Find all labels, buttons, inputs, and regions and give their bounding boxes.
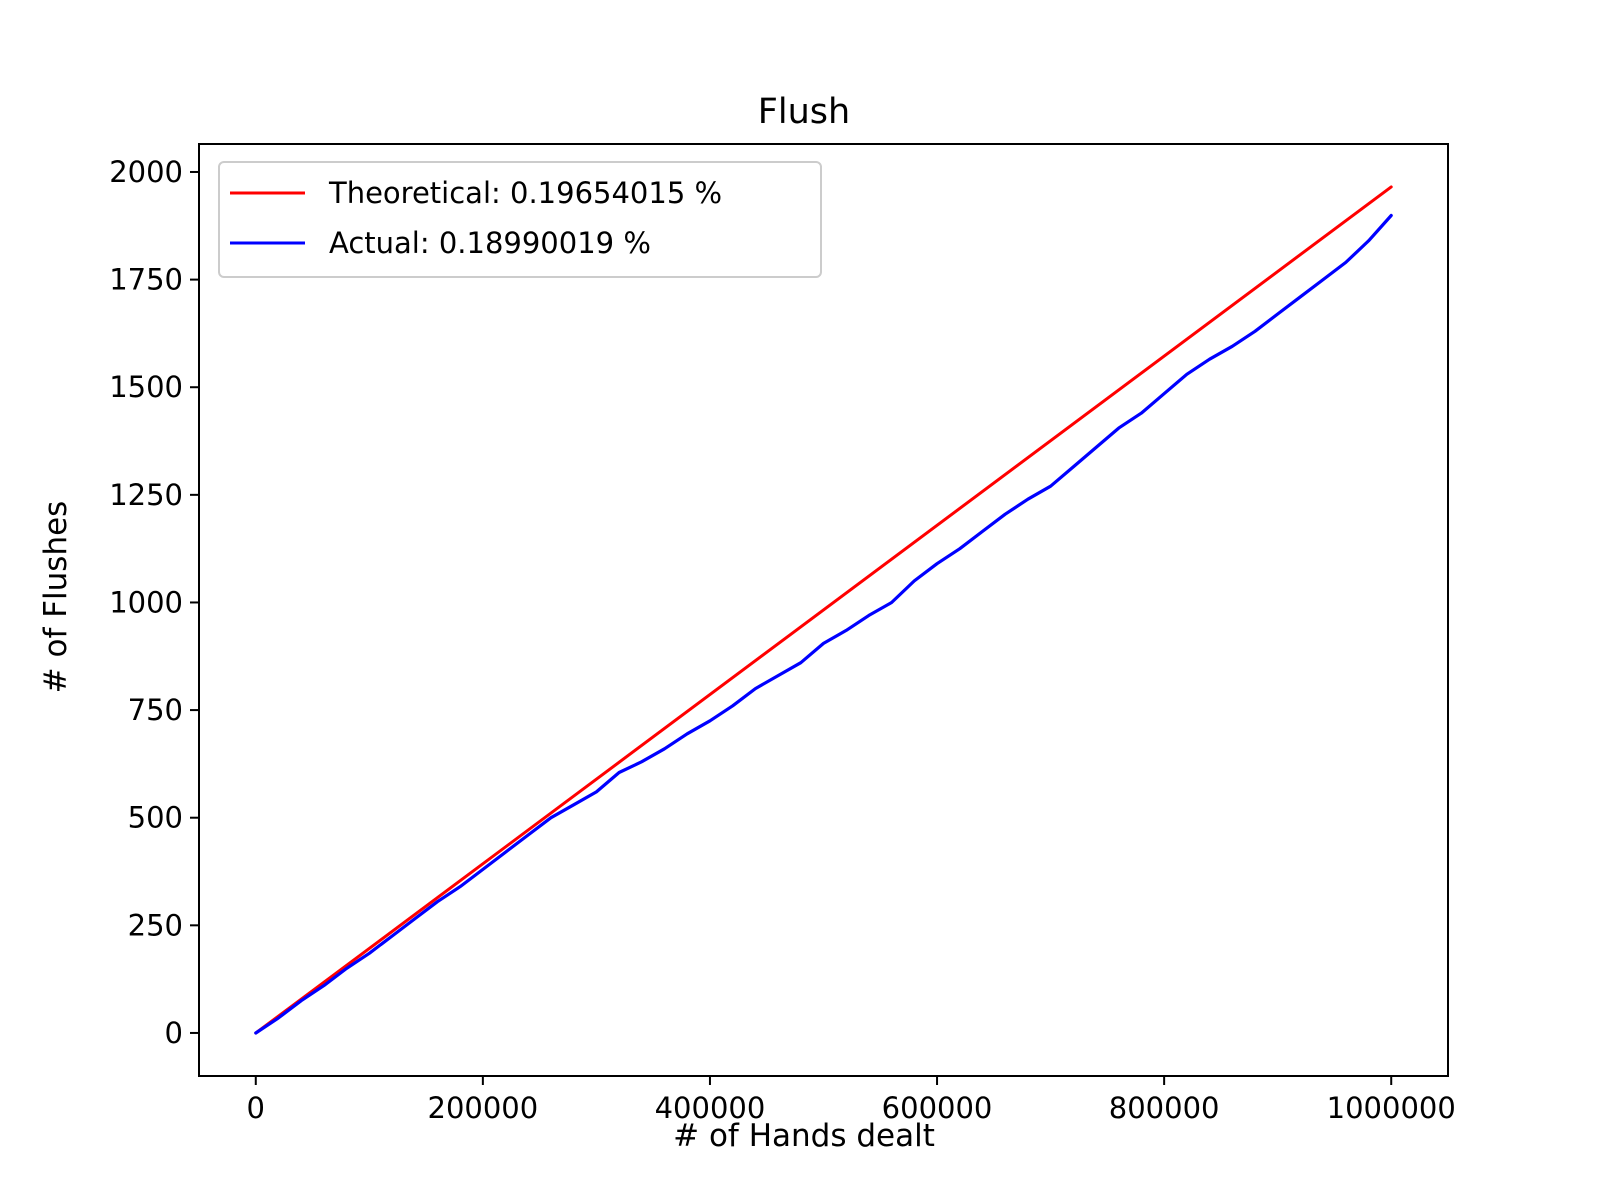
y-tick-label: 1750	[109, 263, 183, 297]
y-tick-label: 1250	[109, 478, 183, 512]
plot-frame	[198, 143, 1449, 1077]
series-line-actual	[254, 213, 1393, 1035]
chart-title: Flush	[758, 92, 850, 132]
y-axis-title: # of Flushes	[38, 501, 74, 694]
x-tick-label: 400000	[655, 1091, 766, 1125]
x-tick-label: 200000	[428, 1091, 539, 1125]
x-axis: 0 200000 400000 600000 800000 1000000	[247, 1076, 1456, 1125]
series-line-theoretical	[254, 185, 1393, 1035]
y-tick-label: 250	[128, 908, 183, 942]
y-tick-label: 1500	[109, 370, 183, 404]
x-tick-label: 0	[247, 1091, 265, 1125]
x-tick-label: 600000	[882, 1091, 993, 1125]
legend-label: Theoretical: 0.19654015 %	[328, 176, 722, 210]
legend-box	[218, 161, 822, 278]
y-axis: 0 250 500 750 1000 1250 1500 1750 2000	[109, 155, 199, 1050]
legend: Theoretical: 0.19654015 % Actual: 0.18990…	[218, 161, 822, 278]
legend-label: Actual: 0.18990019 %	[329, 226, 651, 260]
x-tick-label: 1000000	[1327, 1091, 1456, 1125]
y-tick-label: 2000	[109, 155, 183, 189]
x-tick-label: 800000	[1109, 1091, 1220, 1125]
y-tick-label: 500	[128, 801, 183, 835]
y-tick-label: 1000	[109, 585, 183, 619]
y-tick-label: 750	[128, 693, 183, 727]
x-axis-title: # of Hands dealt	[673, 1118, 935, 1154]
series-group	[254, 185, 1393, 1035]
y-tick-label: 0	[165, 1016, 183, 1050]
